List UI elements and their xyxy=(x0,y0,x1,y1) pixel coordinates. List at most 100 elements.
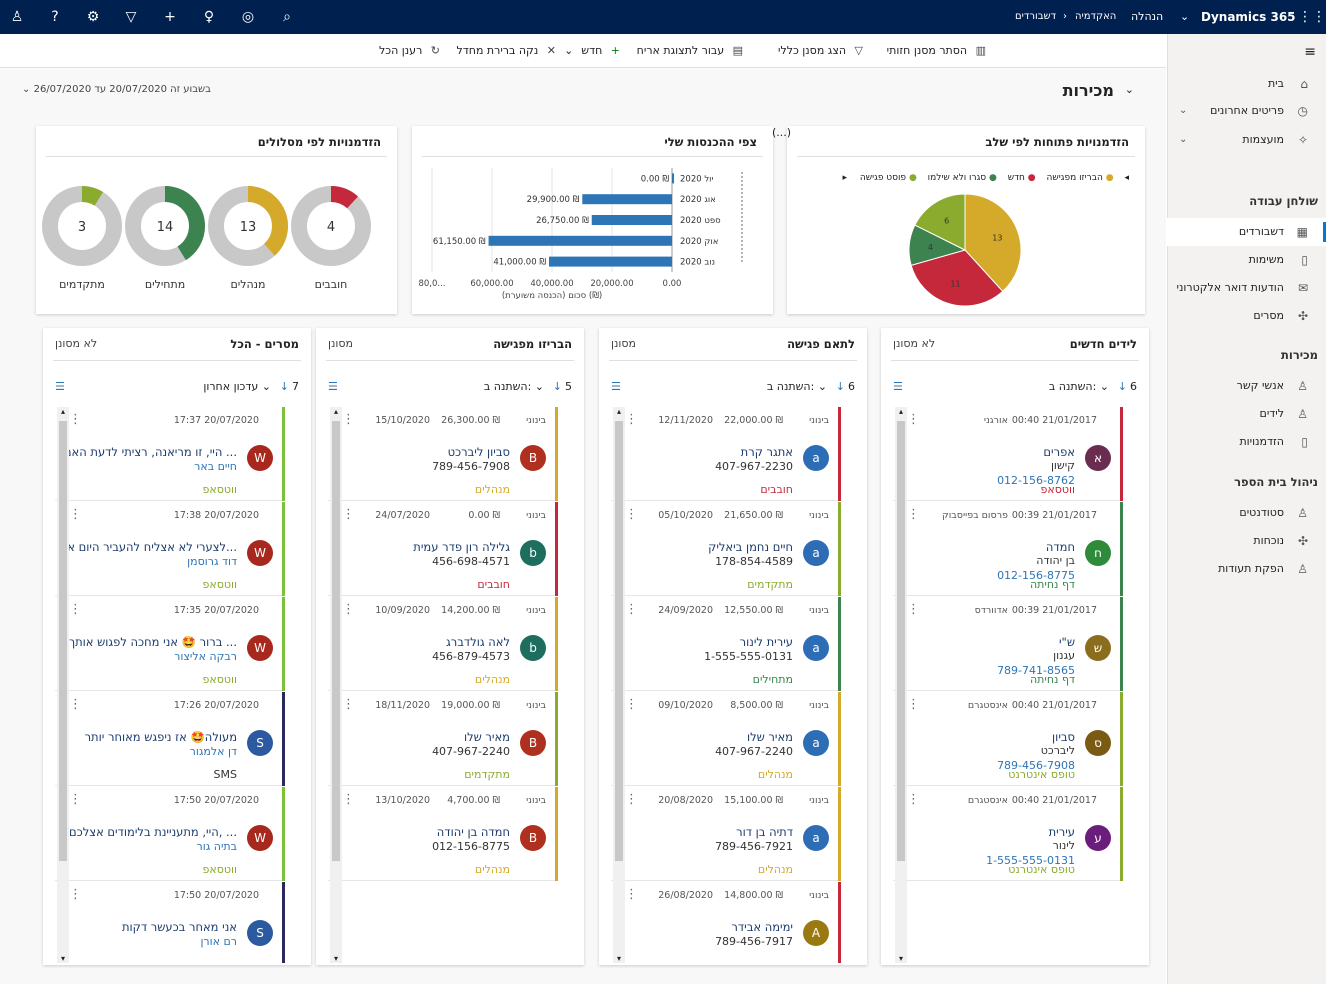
chevron-down-icon[interactable]: ⌄ xyxy=(1179,134,1188,145)
column-scrollbar[interactable]: ▴ ▾ xyxy=(57,407,69,963)
card-title[interactable]: אני מאחר בכעשר דקות xyxy=(121,920,237,934)
column-scrollbar[interactable]: ▴ ▾ xyxy=(330,407,342,963)
lightbulb-icon[interactable]: ♀ xyxy=(203,9,215,25)
card-title[interactable]: ש"י xyxy=(1058,635,1075,649)
card-title[interactable]: דתיה בן דור xyxy=(736,825,793,839)
chevron-down-icon[interactable]: ⌄ xyxy=(1179,105,1188,116)
sidebar-item-certificates[interactable]: ♙ הפקת תעודות xyxy=(1167,555,1326,583)
stream-card[interactable]: בינוני 8,500.00 ₪ 09/10/2020 ⋮ a מאיר שלו … xyxy=(611,692,841,786)
stream-card[interactable]: בינוני 15,100.00 ₪ 20/08/2020 ⋮ a דתיה בן … xyxy=(611,787,841,881)
more-options-icon[interactable]: ⋮ xyxy=(342,507,355,522)
card-phone[interactable]: 1-555-555-0131 xyxy=(986,854,1075,867)
stream-card[interactable]: בינוני 4,700.00 ₪ 13/10/2020 ⋮ B חמדה בן י… xyxy=(328,787,558,881)
task-flow-icon[interactable]: ◎ xyxy=(241,9,255,25)
scroll-down-icon[interactable]: ▾ xyxy=(60,954,65,963)
scroll-up-icon[interactable]: ▴ xyxy=(616,407,621,416)
card-title[interactable]: מאיר שלו xyxy=(463,730,510,744)
sort-arrow-icon[interactable]: ↓ xyxy=(835,380,845,393)
period-filter[interactable]: ⌄ בשבוע זה 20/07/2020 עד 26/07/2020 xyxy=(22,84,211,95)
sidebar-item-home[interactable]: ⌂ בית xyxy=(1167,70,1326,98)
card-title[interactable]: היי, מתעניינת בלימודים אצלכם, ... xyxy=(69,825,237,839)
card-title[interactable]: סביון ליברכט xyxy=(447,445,510,459)
card-title[interactable]: אתגר קרת xyxy=(740,445,793,459)
stream-card[interactable]: 00:40 21/01/2017 אינסטגרם ⋮ ס סביון ליברכ… xyxy=(893,692,1123,786)
chevron-down-icon[interactable]: ⌄ xyxy=(1124,83,1134,96)
app-launcher-icon[interactable]: ⋮⋮ xyxy=(1298,9,1326,25)
switch-tile-view-button[interactable]: עבור לתצוגת אריח ▤ xyxy=(636,44,743,57)
card-detail[interactable]: 789-456-7921 xyxy=(715,840,793,853)
plus-icon[interactable]: + xyxy=(164,9,176,25)
dashboard-title[interactable]: מכירות xyxy=(1062,81,1114,100)
card-phone[interactable]: 789-456-7908 xyxy=(997,759,1075,772)
card-detail[interactable]: 407-967-2240 xyxy=(715,745,793,758)
stream-card[interactable]: בינוני 12,550.00 ₪ 24/09/2020 ⋮ a עירית לי… xyxy=(611,597,841,691)
more-options-icon[interactable]: ⋮ xyxy=(69,887,82,902)
stream-card[interactable]: 00:40 21/01/2017 אינסטגרם ⋮ ע עירית לינור… xyxy=(893,787,1123,881)
card-title[interactable]: מאיר שלו xyxy=(746,730,793,744)
card-title[interactable]: גלילה רון פדר עמית xyxy=(413,540,510,554)
card-detail[interactable]: דוד גרוסמן xyxy=(187,555,237,568)
stream-card[interactable]: 17:37 20/07/2020 ⋮ W היי, זו מריאנה, רצי… xyxy=(55,407,285,501)
scroll-up-icon[interactable]: ▴ xyxy=(898,407,903,416)
breadcrumb-academy[interactable]: האקדמיה xyxy=(1075,11,1117,22)
card-detail[interactable]: 178-854-4589 xyxy=(715,555,793,568)
more-options-icon[interactable]: ⋮ xyxy=(342,697,355,712)
more-options-icon[interactable]: ⋮ xyxy=(69,697,82,712)
more-options-icon[interactable]: ⋮ xyxy=(907,697,920,712)
scroll-down-icon[interactable]: ▾ xyxy=(898,954,903,963)
sidebar-item-messages[interactable]: ✣ מסרים xyxy=(1167,302,1326,330)
card-phone[interactable]: 012-156-8775 xyxy=(997,569,1075,582)
sidebar-item-leads[interactable]: ♙ לידים xyxy=(1167,400,1326,428)
card-title[interactable]: חיים נחמן ביאליק xyxy=(708,540,793,554)
stream-card[interactable]: 17:38 20/07/2020 ⋮ W לצערי לא אצליח להעב… xyxy=(55,502,285,596)
scroll-thumb[interactable] xyxy=(332,421,340,861)
stream-card[interactable]: 17:50 20/07/2020 ⋮ S אני מאחר בכעשר דקות… xyxy=(55,882,285,963)
more-options-icon[interactable]: ⋮ xyxy=(69,507,82,522)
help-icon[interactable]: ? xyxy=(51,9,59,25)
card-title[interactable]: חמדה xyxy=(1045,540,1075,554)
more-options-icon[interactable]: ⋮ xyxy=(342,602,355,617)
stream-card[interactable]: בינוני 14,800.00 ₪ 26/08/2020 ⋮ A ימימה אב… xyxy=(611,882,841,963)
sidebar-item-attendance[interactable]: ✣ נוכחות xyxy=(1167,527,1326,555)
stream-card[interactable]: 17:50 20/07/2020 ⋮ W היי, מתעניינת בלימו… xyxy=(55,787,285,881)
view-options-icon[interactable]: ☰ xyxy=(893,380,903,393)
legend-prev-icon[interactable]: ▸ xyxy=(842,173,847,183)
more-options-icon[interactable]: ⋮ xyxy=(625,697,638,712)
card-detail[interactable]: רם אורן xyxy=(200,935,237,948)
more-options-icon[interactable]: ⋮ xyxy=(625,507,638,522)
stream-card[interactable]: 17:26 20/07/2020 ⋮ S מעולה🤩 אז ניפגש מאו… xyxy=(55,692,285,786)
sort-field[interactable]: השתנה ב: ⌄ xyxy=(766,380,827,393)
column-scrollbar[interactable]: ▴ ▾ xyxy=(613,407,625,963)
card-detail[interactable]: 012-156-8775 xyxy=(432,840,510,853)
more-options-icon[interactable]: ⋮ xyxy=(907,792,920,807)
sidebar-item-contacts[interactable]: ♙ אנשי קשר xyxy=(1167,372,1326,400)
card-detail[interactable]: דן אלמגור xyxy=(189,745,237,758)
sidebar-item-opportunities[interactable]: ▯ הזדמנויות xyxy=(1167,428,1326,456)
more-options-icon[interactable]: ⋮ xyxy=(625,887,638,902)
more-options-icon[interactable]: ⋮ xyxy=(625,412,638,427)
sort-field[interactable]: השתנה ב: ⌄ xyxy=(483,380,544,393)
card-phone[interactable]: 012-156-8762 xyxy=(997,474,1075,487)
sidebar-item-dashboards[interactable]: ▦ דשבורדים xyxy=(1167,218,1326,246)
more-options-icon[interactable]: ⋮ xyxy=(69,412,82,427)
stream-card[interactable]: 00:39 21/01/2017 פרסום בפייסבוק ⋮ ח חמדה … xyxy=(893,502,1123,596)
hide-visual-filter-button[interactable]: הסתר מסנן חזותי ▥ xyxy=(886,44,986,57)
card-title[interactable]: לצערי לא אצליח להעביר היום א... xyxy=(67,540,237,554)
card-detail[interactable]: חיים באר xyxy=(194,460,237,473)
user-icon[interactable]: ♙ xyxy=(10,9,24,25)
search-icon[interactable]: ⌕ xyxy=(283,9,291,25)
card-detail[interactable]: 1-555-555-0131 xyxy=(704,650,793,663)
new-button[interactable]: ⌄ חדש + xyxy=(564,44,620,57)
chevron-down-icon[interactable]: ⌄ xyxy=(1180,10,1190,23)
card-detail[interactable]: 456-698-4571 xyxy=(432,555,510,568)
more-options-icon[interactable]: ⋮ xyxy=(342,412,355,427)
sort-arrow-icon[interactable]: ↓ xyxy=(552,380,562,393)
stream-card[interactable]: בינוני 19,000.00 ₪ 18/11/2020 ⋮ B מאיר שלו… xyxy=(328,692,558,786)
more-options-icon[interactable]: ⋮ xyxy=(69,792,82,807)
stream-card[interactable]: 00:39 21/01/2017 אדוורדס ⋮ ש ש"י עגנון 789… xyxy=(893,597,1123,691)
refresh-all-button[interactable]: רענן הכל ↻ xyxy=(379,44,440,57)
stream-card[interactable]: בינוני 0.00 ₪ 24/07/2020 ⋮ b גלילה רון פדר… xyxy=(328,502,558,596)
gear-icon[interactable]: ⚙ xyxy=(86,9,100,25)
scroll-thumb[interactable] xyxy=(897,421,905,861)
card-title[interactable]: חמדה בן יהודה xyxy=(436,825,510,839)
